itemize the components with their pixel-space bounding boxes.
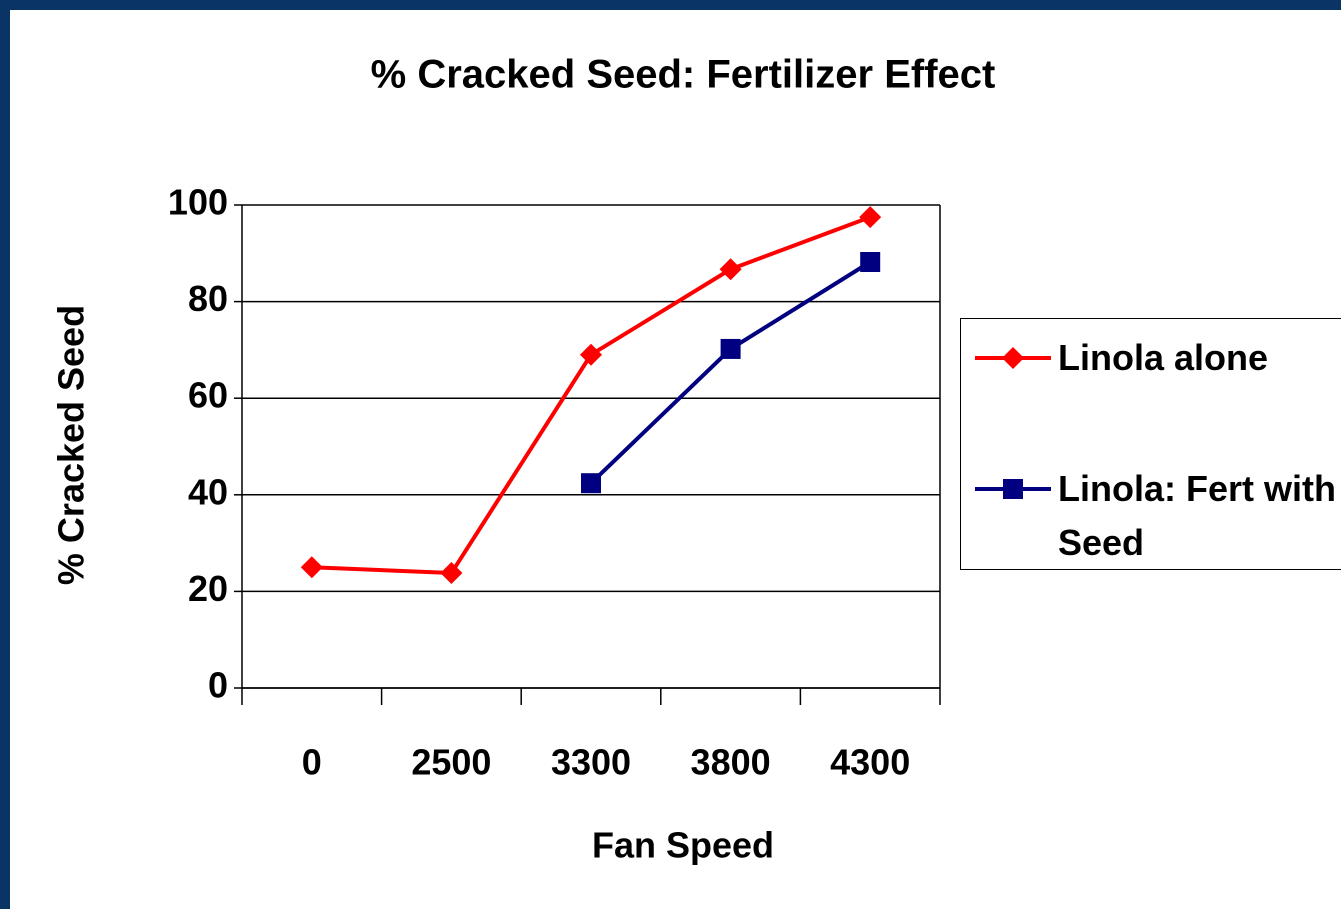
- x-tick-label: 2500: [411, 742, 491, 783]
- y-tick-label: 80: [188, 278, 228, 319]
- y-tick-label: 20: [188, 568, 228, 609]
- series-line: [311, 215, 871, 576]
- legend-swatch: [975, 479, 1051, 499]
- y-tick-label: 60: [188, 375, 228, 416]
- x-tick-label: 3800: [691, 742, 771, 783]
- chart-title: % Cracked Seed: Fertilizer Effect: [371, 53, 996, 97]
- y-axis-title: % Cracked Seed: [51, 305, 92, 585]
- marker: [860, 251, 881, 272]
- x-axis-title: Fan Speed: [592, 825, 774, 866]
- x-tick-label: 3300: [551, 742, 631, 783]
- marker: [859, 206, 882, 229]
- marker: [580, 343, 602, 366]
- legend-label: Linola: Fert with Seed: [1058, 468, 1336, 563]
- marker: [440, 562, 463, 585]
- marker: [581, 473, 601, 494]
- legend-swatch: [975, 347, 1051, 369]
- marker: [1003, 479, 1023, 499]
- marker: [719, 258, 742, 281]
- marker: [300, 556, 323, 579]
- y-tick-label: 40: [188, 471, 228, 512]
- x-tick-label: 4300: [830, 742, 910, 783]
- x-tick-label: 0: [302, 742, 322, 783]
- marker: [720, 338, 741, 359]
- y-tick-label: 0: [208, 665, 228, 706]
- y-tick-label: 100: [168, 182, 228, 223]
- series-line: [589, 260, 872, 485]
- marker: [1002, 347, 1024, 369]
- legend: Linola alone Linola: Fert with Seed: [960, 318, 1341, 570]
- legend-label: Linola alone: [1058, 337, 1269, 378]
